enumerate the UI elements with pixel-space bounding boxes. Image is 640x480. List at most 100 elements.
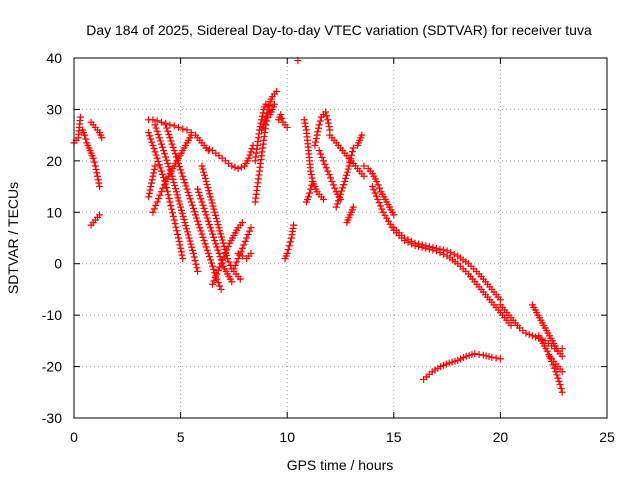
- data-point-interp: [192, 260, 200, 268]
- data-point-interp: [212, 240, 220, 248]
- data-point-interp: [182, 182, 190, 190]
- data-point: [273, 87, 281, 95]
- data-point: [96, 211, 104, 219]
- data-point-interp: [258, 112, 266, 120]
- data-point: [349, 203, 357, 211]
- series-arc-h: [162, 121, 225, 293]
- data-point-interp: [376, 184, 384, 192]
- data-point-interp: [342, 171, 350, 179]
- data-point-interp: [178, 169, 186, 177]
- data-point-interp: [160, 181, 168, 189]
- data-point-interp: [185, 192, 193, 200]
- data-point-interp: [173, 191, 181, 199]
- data-point: [172, 188, 180, 196]
- data-point-interp: [176, 163, 184, 171]
- data-point: [360, 162, 368, 170]
- data-point: [151, 162, 159, 170]
- data-point-interp: [155, 161, 163, 169]
- data-point: [98, 134, 106, 142]
- data-point: [206, 193, 214, 201]
- x-tick-labels: 0 5 10 15 20 25: [70, 429, 615, 445]
- data-point-interp: [324, 119, 332, 127]
- data-point-interp: [231, 261, 239, 269]
- data-point-interp: [206, 256, 214, 264]
- data-point: [174, 123, 182, 131]
- data-point-interp: [450, 250, 458, 258]
- data-point-interp: [219, 256, 227, 264]
- data-point-interp: [261, 117, 269, 125]
- data-point-interp: [331, 184, 339, 192]
- data-point-interp: [208, 199, 216, 207]
- data-point-interp: [316, 117, 324, 125]
- data-point: [360, 172, 368, 180]
- data-point: [319, 195, 327, 203]
- data-point-interp: [159, 184, 167, 192]
- data-point: [390, 211, 398, 219]
- data-point-interp: [218, 233, 226, 241]
- data-point-interp: [187, 240, 195, 248]
- data-point-interp: [248, 145, 256, 153]
- data-point-interp: [327, 174, 335, 182]
- data-point: [174, 234, 182, 242]
- data-point-interp: [153, 127, 161, 135]
- data-point-interp: [152, 124, 160, 132]
- series-arc-t: [275, 111, 291, 131]
- data-point-interp: [199, 165, 207, 173]
- data-point-interp: [554, 374, 562, 382]
- data-point-interp: [312, 135, 320, 143]
- data-point-interp: [210, 277, 218, 285]
- y-tick-labels: -30 -20 -10 0 10 20 30 40: [42, 50, 62, 426]
- data-point-interp: [188, 243, 196, 251]
- data-point-interp: [532, 333, 540, 341]
- data-point-interp: [415, 240, 423, 248]
- data-point: [345, 162, 353, 170]
- y-axis-label: SDTVAR / TECUs: [5, 182, 21, 294]
- data-point-interp: [307, 171, 315, 179]
- data-point-interp: [371, 189, 379, 197]
- data-point: [155, 134, 163, 142]
- data-point-interp: [246, 151, 254, 159]
- data-point-interp: [334, 197, 342, 205]
- series-arc-i: [149, 131, 195, 216]
- data-point-interp: [263, 109, 271, 117]
- data-point-interp: [160, 174, 168, 182]
- y-tick-label: 40: [46, 50, 62, 66]
- data-point: [166, 198, 174, 206]
- data-point-interp: [154, 131, 162, 138]
- series-arc-ai: [528, 301, 566, 360]
- data-point-interp: [200, 204, 208, 212]
- data-point-interp: [179, 212, 187, 220]
- data-point-interp: [188, 201, 196, 209]
- data-point: [164, 159, 172, 167]
- data-point-interp: [214, 279, 222, 287]
- data-point-interp: [177, 166, 185, 174]
- data-point-interp: [209, 230, 217, 238]
- data-point-interp: [370, 186, 378, 194]
- data-point: [162, 121, 170, 129]
- data-point: [264, 105, 272, 113]
- data-point: [528, 332, 536, 340]
- data-point-interp: [165, 163, 173, 171]
- data-point-interp: [150, 145, 158, 153]
- data-point-interp: [176, 241, 184, 249]
- data-point-interp: [177, 206, 185, 214]
- data-point-interp: [208, 259, 216, 267]
- data-point-interp: [150, 205, 158, 213]
- data-point: [285, 242, 293, 250]
- data-point-interp: [158, 170, 166, 178]
- data-point-interp: [148, 176, 156, 184]
- data-point: [230, 265, 238, 273]
- data-point: [349, 144, 357, 152]
- data-point-interp: [177, 248, 185, 256]
- data-point-interp: [183, 225, 191, 233]
- data-point-interp: [95, 179, 103, 187]
- data-point-interp: [335, 194, 343, 201]
- data-point-interp: [525, 330, 533, 338]
- data-point-interp: [163, 187, 171, 195]
- data-point-interp: [171, 220, 179, 228]
- x-tick-label: 25: [599, 429, 615, 445]
- data-point-interp: [241, 237, 249, 245]
- data-point: [277, 111, 285, 119]
- data-point-interp: [209, 202, 217, 210]
